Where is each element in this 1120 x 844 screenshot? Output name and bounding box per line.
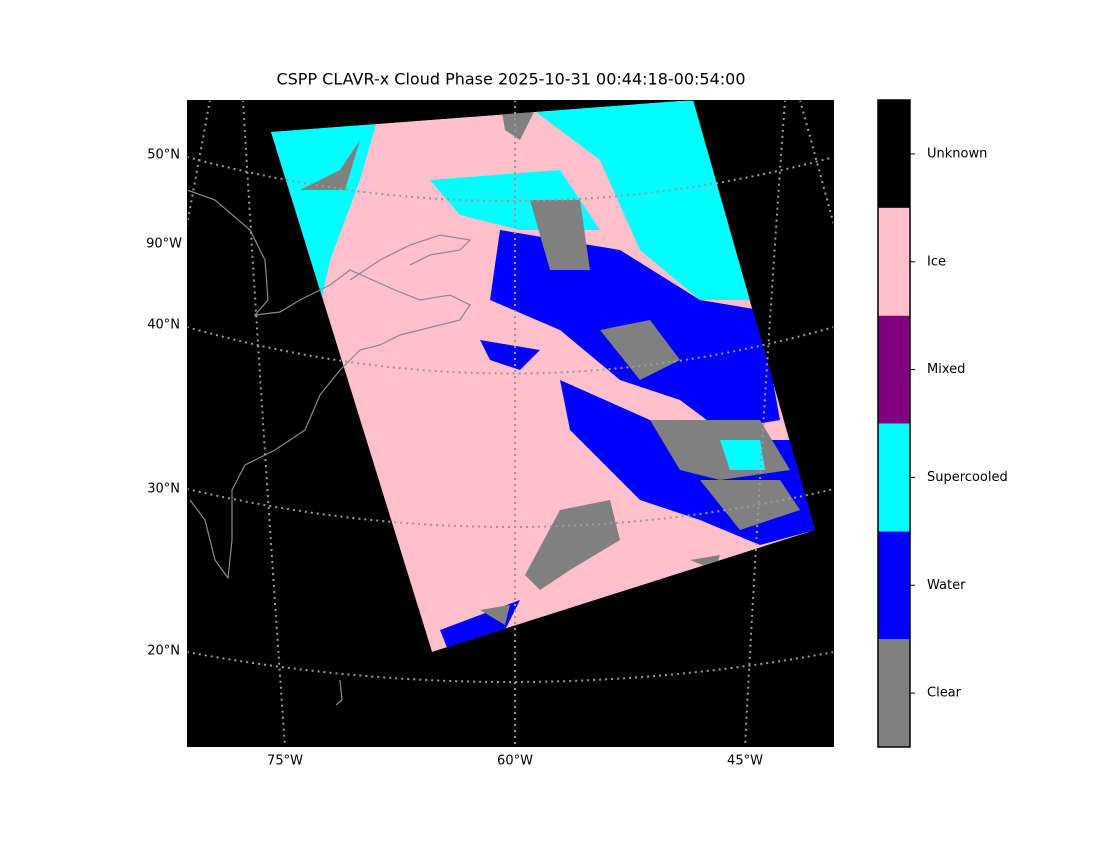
lon-label: 60°W	[497, 754, 533, 769]
lon-label: 90°W	[146, 237, 182, 252]
title: CSPP CLAVR-x Cloud Phase 2025-10-31 00:4…	[276, 70, 745, 89]
map	[187, 100, 834, 747]
colorbar-segment	[878, 423, 910, 532]
colorbar-label: Ice	[927, 254, 946, 269]
lat-label: 40°N	[147, 318, 180, 333]
colorbar-label: Water	[927, 578, 966, 593]
colorbar-segment	[878, 315, 910, 424]
colorbar-segment	[878, 207, 910, 316]
colorbar-label: Supercooled	[927, 470, 1008, 485]
colorbar-segment	[878, 100, 910, 208]
lon-labels: 75°W 60°W 45°W	[267, 754, 763, 769]
colorbar-label: Clear	[927, 686, 962, 701]
lat-labels: 50°N 90°W 40°N 30°N 20°N	[146, 148, 182, 659]
colorbar-label: Mixed	[927, 362, 965, 377]
colorbar-segment	[878, 531, 910, 640]
colorbar-label: Unknown	[927, 146, 987, 161]
lat-label: 30°N	[147, 482, 180, 497]
lon-label: 75°W	[267, 754, 303, 769]
lon-label: 45°W	[727, 754, 763, 769]
colorbar: Clear Water Supercooled Mixed Ice Unknown	[877, 99, 1008, 748]
lat-label: 20°N	[147, 644, 180, 659]
lat-label: 50°N	[147, 148, 180, 163]
colorbar-frame	[877, 99, 911, 748]
colorbar-segment	[878, 639, 910, 747]
